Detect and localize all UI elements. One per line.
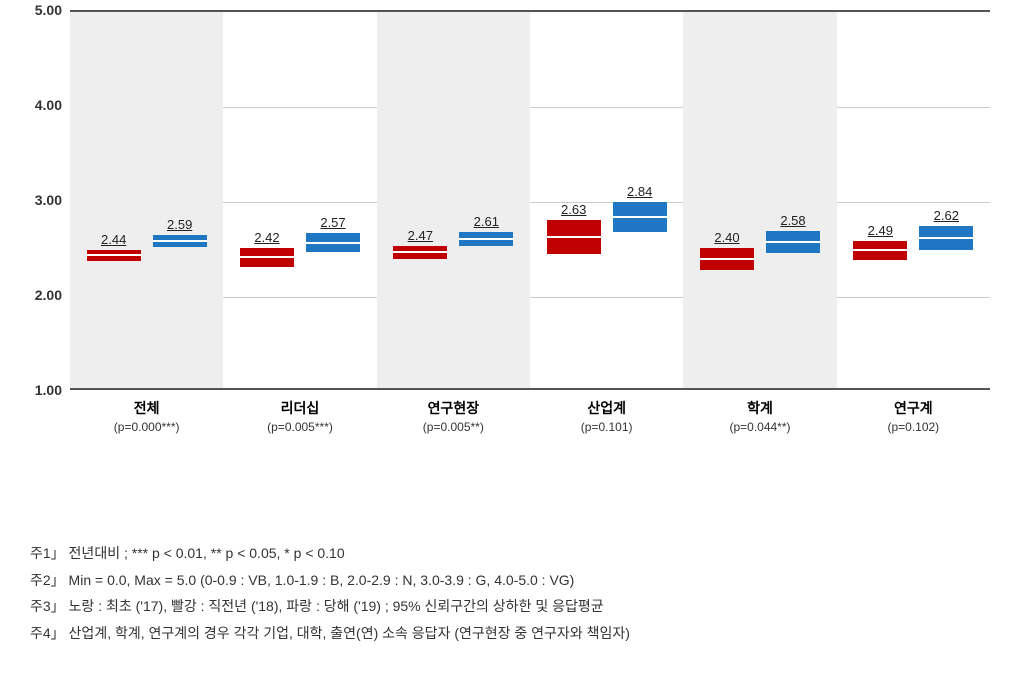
note-4: 주4」 산업계, 학계, 연구계의 경우 각각 기업, 대학, 출연(연) 소속… bbox=[30, 620, 630, 647]
x-category-label: 연구계 bbox=[843, 398, 983, 418]
notes-block: 주1」 전년대비 ; *** p < 0.01, ** p < 0.05, * … bbox=[30, 540, 630, 646]
p-value-label: (p=0.102) bbox=[843, 420, 983, 434]
mean-line bbox=[853, 249, 907, 251]
x-category-label: 학계 bbox=[690, 398, 830, 418]
mean-line bbox=[153, 240, 207, 242]
value-label: 2.58 bbox=[763, 213, 823, 228]
value-label: 2.63 bbox=[544, 202, 604, 217]
mean-line bbox=[393, 251, 447, 253]
p-value-label: (p=0.005**) bbox=[383, 420, 523, 434]
value-label: 2.49 bbox=[850, 223, 910, 238]
p-value-label: (p=0.005***) bbox=[230, 420, 370, 434]
note-3: 주3」 노랑 : 최초 ('17), 빨강 : 직전년 ('18), 파랑 : … bbox=[30, 593, 630, 620]
x-category-label: 산업계 bbox=[537, 398, 677, 418]
p-value-label: (p=0.101) bbox=[537, 420, 677, 434]
mean-line bbox=[87, 254, 141, 256]
mean-line bbox=[700, 258, 754, 260]
note-1: 주1」 전년대비 ; *** p < 0.01, ** p < 0.05, * … bbox=[30, 540, 630, 567]
mean-line bbox=[919, 237, 973, 239]
y-tick-label: 5.00 bbox=[24, 2, 62, 18]
value-label: 2.59 bbox=[150, 217, 210, 232]
value-label: 2.57 bbox=[303, 215, 363, 230]
value-label: 2.40 bbox=[697, 230, 757, 245]
p-value-label: (p=0.000***) bbox=[77, 420, 217, 434]
mean-line bbox=[547, 236, 601, 238]
value-label: 2.47 bbox=[390, 228, 450, 243]
mean-line bbox=[766, 241, 820, 243]
value-label: 2.61 bbox=[456, 214, 516, 229]
mean-line bbox=[613, 216, 667, 218]
panel-bg bbox=[70, 12, 223, 388]
p-value-label: (p=0.044**) bbox=[690, 420, 830, 434]
panel-bg bbox=[683, 12, 836, 388]
value-label: 2.44 bbox=[84, 232, 144, 247]
x-category-label: 전체 bbox=[77, 398, 217, 418]
value-label: 2.42 bbox=[237, 230, 297, 245]
value-label: 2.84 bbox=[610, 184, 670, 199]
y-tick-label: 4.00 bbox=[24, 97, 62, 113]
mean-line bbox=[459, 238, 513, 240]
y-tick-label: 1.00 bbox=[24, 382, 62, 398]
panel-bg bbox=[377, 12, 530, 388]
x-category-label: 리더십 bbox=[230, 398, 370, 418]
plot-region: 2.44 2.59 2.42 2.57 2.47 2.61 2.63 2.84 2.40 2.58… bbox=[70, 10, 990, 390]
chart-area: 2.44 2.59 2.42 2.57 2.47 2.61 2.63 2.84 2.40 2.58… bbox=[20, 10, 1000, 470]
note-2: 주2」 Min = 0.0, Max = 5.0 (0-0.9 : VB, 1.… bbox=[30, 567, 630, 594]
value-label: 2.62 bbox=[916, 208, 976, 223]
y-tick-label: 3.00 bbox=[24, 192, 62, 208]
x-category-label: 연구현장 bbox=[383, 398, 523, 418]
y-tick-label: 2.00 bbox=[24, 287, 62, 303]
mean-line bbox=[240, 256, 294, 258]
mean-line bbox=[306, 242, 360, 244]
